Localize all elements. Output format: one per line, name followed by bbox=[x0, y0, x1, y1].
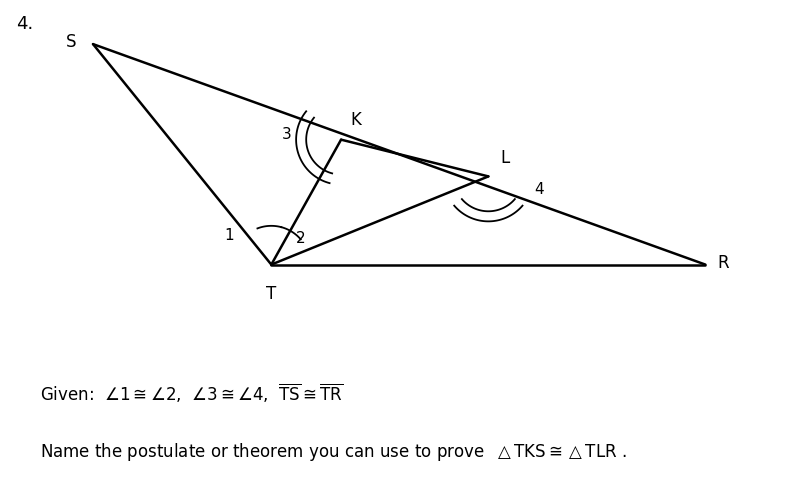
Text: 1: 1 bbox=[224, 228, 233, 243]
Text: T: T bbox=[267, 285, 276, 303]
Text: L: L bbox=[500, 149, 509, 167]
Text: R: R bbox=[717, 254, 729, 272]
Text: 3: 3 bbox=[282, 126, 292, 142]
Text: 4: 4 bbox=[534, 182, 543, 197]
Text: 2: 2 bbox=[296, 231, 305, 246]
Text: K: K bbox=[350, 111, 361, 128]
Text: 4.: 4. bbox=[16, 15, 33, 33]
Text: S: S bbox=[66, 33, 76, 51]
Text: Name the postulate or theorem you can use to prove  $\triangle$TKS$\cong$$\trian: Name the postulate or theorem you can us… bbox=[40, 441, 626, 463]
Text: Given:  $\angle$1$\cong$$\angle$2,  $\angle$3$\cong$$\angle$4,  $\overline{\math: Given: $\angle$1$\cong$$\angle$2, $\angl… bbox=[40, 382, 343, 405]
